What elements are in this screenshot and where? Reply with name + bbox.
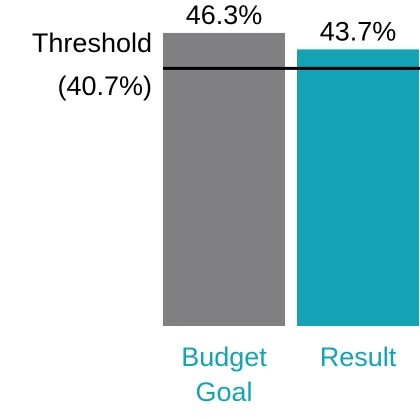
value-label: 43.7% — [320, 17, 397, 47]
value-label: 46.3% — [186, 0, 263, 30]
category-label: Budget Goal — [181, 342, 267, 407]
category-label: Result — [319, 342, 397, 372]
threshold-value-label: (40.7%) — [57, 71, 152, 101]
bar — [297, 49, 419, 327]
bar — [163, 32, 285, 327]
threshold-label: Threshold — [32, 28, 152, 58]
